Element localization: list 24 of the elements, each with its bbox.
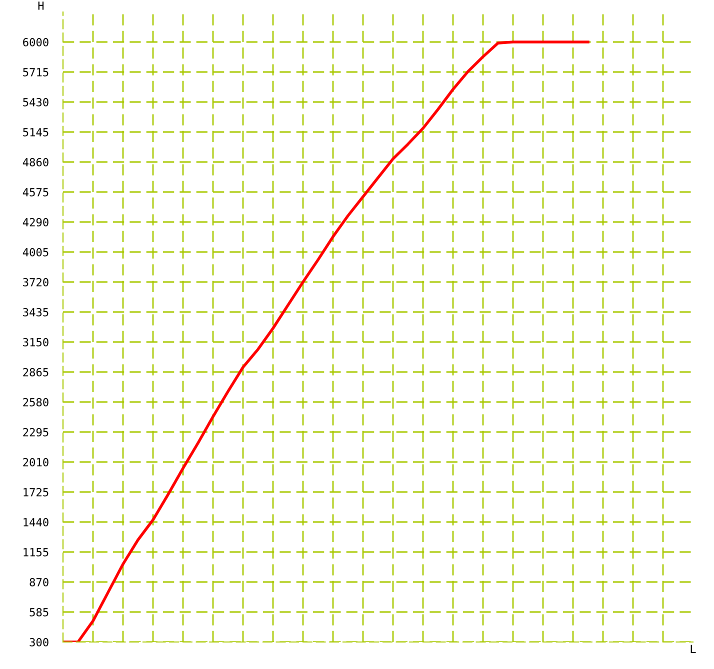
y-tick-label: 4575 [22,188,48,196]
y-tick-label: 585 [30,608,48,616]
y-tick-label: 2295 [23,428,48,436]
y-axis-title: H [38,2,44,10]
line-series [63,40,590,642]
y-tick-label: 3150 [23,338,48,346]
y-tick-label: 4860 [22,158,48,166]
y-tick-label: 5430 [23,98,48,106]
y-tick-label: 3435 [23,308,48,316]
y-tick-label: 3720 [23,278,48,286]
y-tick-label: 1725 [24,488,48,496]
y-tick-label: 1155 [24,548,48,556]
y-tick-label: 4290 [22,218,48,226]
y-tick-label: 5715 [23,68,48,76]
y-tick-label: 300 [30,638,48,646]
y-tick-label: 1440 [24,518,48,526]
y-tick-label: 870 [30,578,48,586]
y-tick-label: 2580 [23,398,48,406]
y-tick-label: 2865 [23,368,48,376]
y-tick-label: 4005 [22,248,48,256]
text: L [690,644,696,654]
y-tick-label: 2010 [23,458,48,466]
y-tick-label: 5145 [23,128,48,136]
y-tick-label: 6000 [23,38,48,46]
